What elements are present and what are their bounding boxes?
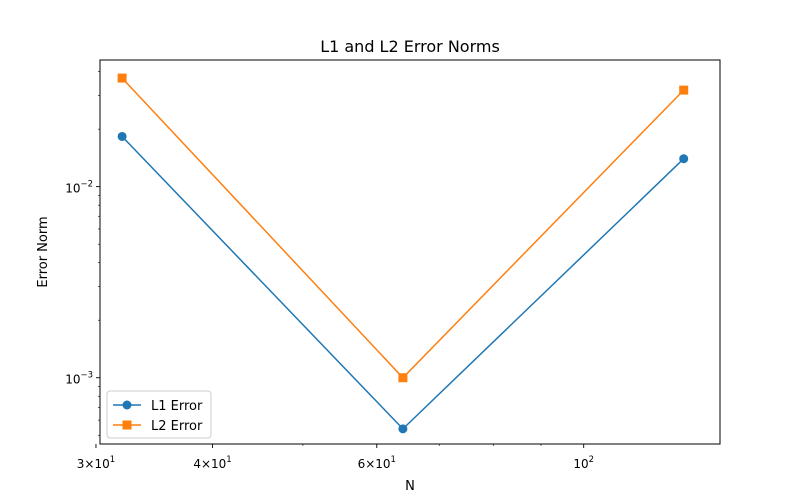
- plot-frame: [99, 59, 721, 445]
- x-axis-label: N: [405, 479, 415, 494]
- tick-labels: 3×101 4×101 6×101 102 10−3 10−2: [65, 180, 594, 471]
- legend-l2-marker: [122, 420, 132, 430]
- legend-l1-marker: [122, 400, 132, 410]
- legend-l2-label: L2 Error: [151, 419, 203, 434]
- tick-label: 6×101: [358, 455, 396, 471]
- data-point-circle: [679, 154, 689, 164]
- data-point-circle: [398, 424, 408, 434]
- data-point-square: [398, 373, 408, 383]
- legend-box: [106, 390, 212, 439]
- data-point-square: [117, 73, 127, 83]
- legend-l1-label: L1 Error: [151, 399, 203, 414]
- data-point-square: [679, 85, 689, 95]
- legend: L1 Error L2 Error: [106, 390, 212, 439]
- chart-title: L1 and L2 Error Norms: [320, 37, 500, 56]
- tick-label: 10−2: [65, 180, 93, 196]
- major-ticks: [95, 186, 585, 448]
- tick-label: 102: [573, 455, 594, 471]
- data-point-circle: [117, 131, 127, 141]
- tick-label: 10−3: [65, 371, 93, 387]
- tick-label: 4×101: [193, 455, 231, 471]
- y-axis-label: Error Norm: [36, 216, 51, 287]
- series-layer: [117, 73, 689, 434]
- tick-label: 3×101: [77, 455, 115, 471]
